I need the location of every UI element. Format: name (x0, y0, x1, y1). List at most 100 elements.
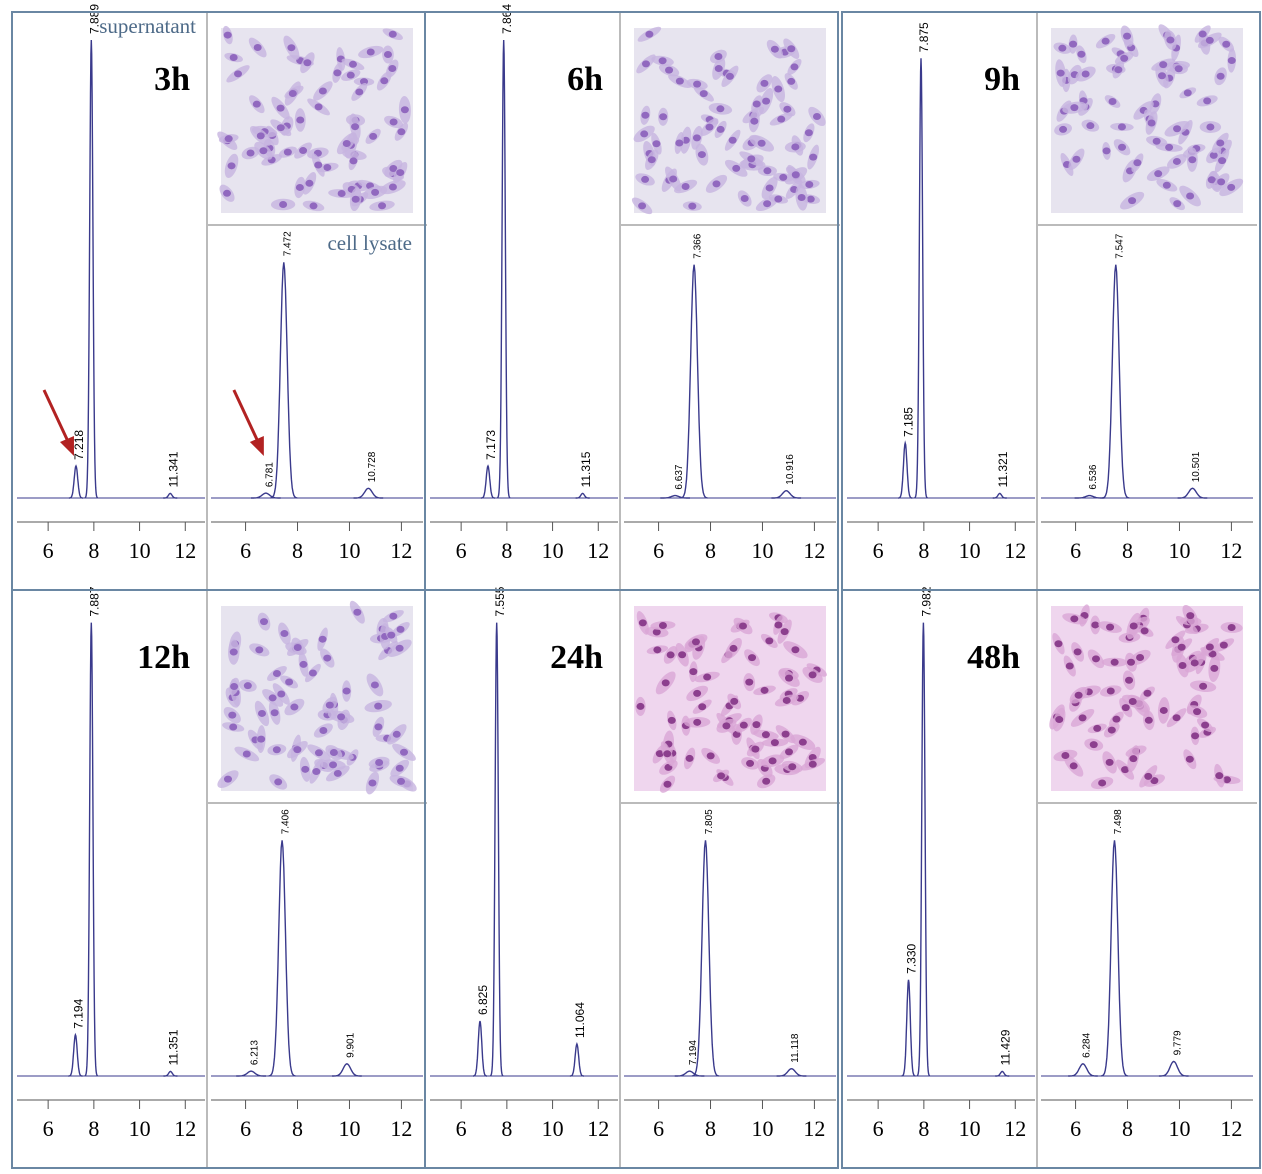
nucleus (1072, 156, 1080, 163)
nucleus (774, 195, 782, 202)
nucleus (769, 757, 777, 764)
nucleus (260, 618, 268, 625)
nucleus (732, 165, 740, 172)
nucleus (369, 133, 377, 140)
peak-label: 6.213 (250, 1040, 261, 1065)
nucleus (374, 703, 382, 710)
nucleus (284, 149, 292, 156)
nucleus (1144, 773, 1152, 780)
x-tick-label: 8 (292, 538, 303, 563)
x-tick-label: 6 (653, 538, 664, 563)
nucleus (653, 646, 661, 653)
nucleus (319, 87, 327, 94)
peak-label: 9.901 (346, 1032, 357, 1057)
nucleus (1106, 624, 1114, 631)
nucleus (1175, 65, 1183, 72)
nucleus (269, 694, 277, 701)
x-tick-label: 6 (456, 538, 467, 563)
nucleus (229, 723, 237, 730)
nucleus (1186, 612, 1194, 619)
nucleus (807, 196, 815, 203)
nucleus (641, 176, 649, 183)
x-tick-label: 8 (292, 1116, 303, 1141)
nucleus (351, 123, 359, 130)
nucleus (375, 759, 383, 766)
nucleus (355, 88, 363, 95)
nucleus (338, 190, 346, 197)
nucleus (760, 80, 768, 87)
peak-label: 7.472 (282, 231, 293, 256)
nucleus (1091, 621, 1099, 628)
nucleus (223, 190, 231, 197)
nucleus (374, 723, 382, 730)
nucleus (1217, 178, 1225, 185)
nucleus (333, 69, 341, 76)
arrow-head (60, 436, 74, 456)
nucleus (729, 137, 737, 144)
peak-label: 7.875 (917, 22, 931, 52)
nucleus (234, 70, 242, 77)
peak (473, 1021, 487, 1076)
peak-label: 7.406 (281, 809, 292, 834)
nucleus (763, 167, 771, 174)
peak (481, 466, 495, 498)
peak-label: 11.064 (573, 1002, 587, 1038)
nucleus (1210, 665, 1218, 672)
nucleus (258, 710, 266, 717)
nucleus (1159, 61, 1167, 68)
nucleus (301, 766, 309, 773)
nucleus (1118, 144, 1126, 151)
nucleus (397, 128, 405, 135)
nucleus (805, 181, 813, 188)
x-tick-label: 8 (705, 538, 716, 563)
peak-label: 7.366 (693, 233, 704, 258)
nucleus (665, 67, 673, 74)
nucleus (326, 702, 334, 709)
peak (163, 493, 177, 498)
peak-label: 11.351 (167, 1029, 181, 1065)
nucleus (347, 72, 355, 79)
peak-label: 7.498 (1113, 809, 1124, 834)
peak-label: 6.825 (476, 985, 490, 1015)
peak-label: 7.330 (905, 943, 919, 973)
nucleus (371, 681, 379, 688)
nucleus (1186, 756, 1194, 763)
nucleus (280, 630, 288, 637)
nucleus (305, 180, 313, 187)
nucleus (1070, 762, 1078, 769)
nucleus (337, 713, 345, 720)
nucleus (762, 98, 770, 105)
nucleus (389, 613, 397, 620)
nucleus (396, 169, 404, 176)
nucleus (224, 776, 232, 783)
peak (68, 1035, 82, 1076)
nucleus (1075, 692, 1083, 699)
peak (898, 443, 912, 498)
peak (354, 488, 384, 498)
nucleus (224, 32, 232, 39)
peak-label: 6.781 (264, 462, 275, 487)
nucleus (1077, 51, 1085, 58)
nucleus (692, 638, 700, 645)
nucleus (1173, 125, 1181, 132)
peak-label: 7.547 (1114, 233, 1125, 258)
peak-label: 6.637 (674, 464, 685, 489)
nucleus (1145, 717, 1153, 724)
peak (915, 58, 928, 498)
x-tick-label: 10 (338, 538, 360, 563)
nucleus (688, 203, 696, 210)
peak (1102, 265, 1129, 498)
x-tick-label: 10 (129, 538, 151, 563)
nucleus (1141, 627, 1149, 634)
nucleus (705, 124, 713, 131)
nucleus (273, 670, 281, 677)
nucleus (315, 103, 323, 110)
nucleus (253, 101, 261, 108)
nucleus (230, 649, 238, 656)
nucleus (1122, 704, 1130, 711)
nucleus (762, 731, 770, 738)
nucleus (809, 671, 817, 678)
nucleus (1070, 104, 1078, 111)
nucleus (1217, 73, 1225, 80)
x-tick-label: 10 (338, 1116, 360, 1141)
